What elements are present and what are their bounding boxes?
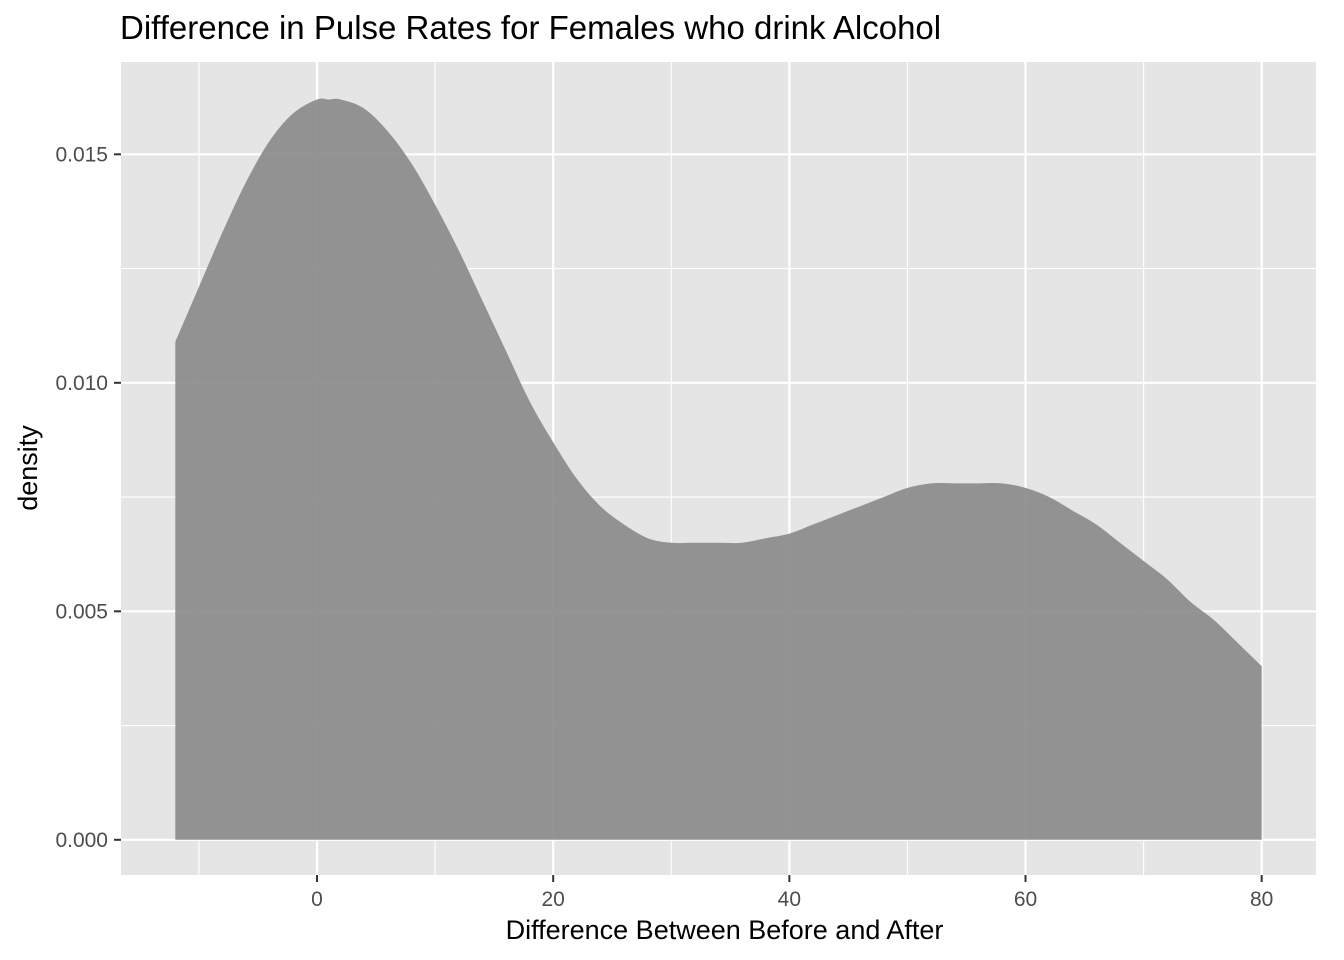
- y-tick-label: 0.005: [55, 600, 108, 623]
- y-axis-title: density: [13, 425, 43, 511]
- y-tick-label: 0.000: [55, 829, 108, 852]
- y-tick-label: 0.015: [55, 143, 108, 166]
- x-tick-label: 20: [542, 888, 565, 911]
- x-tick-label: 0: [311, 888, 323, 911]
- x-axis: 0 20 40 60 80: [311, 875, 1273, 911]
- x-tick-label: 40: [778, 888, 801, 911]
- chart-title: Difference in Pulse Rates for Females wh…: [120, 9, 941, 46]
- x-tick-label: 60: [1014, 888, 1037, 911]
- x-axis-title: Difference Between Before and After: [506, 915, 944, 945]
- density-area: [175, 98, 1262, 840]
- y-tick-label: 0.010: [55, 372, 108, 395]
- x-tick-label: 80: [1250, 888, 1273, 911]
- y-axis: 0.000 0.005 0.010 0.015: [55, 143, 121, 852]
